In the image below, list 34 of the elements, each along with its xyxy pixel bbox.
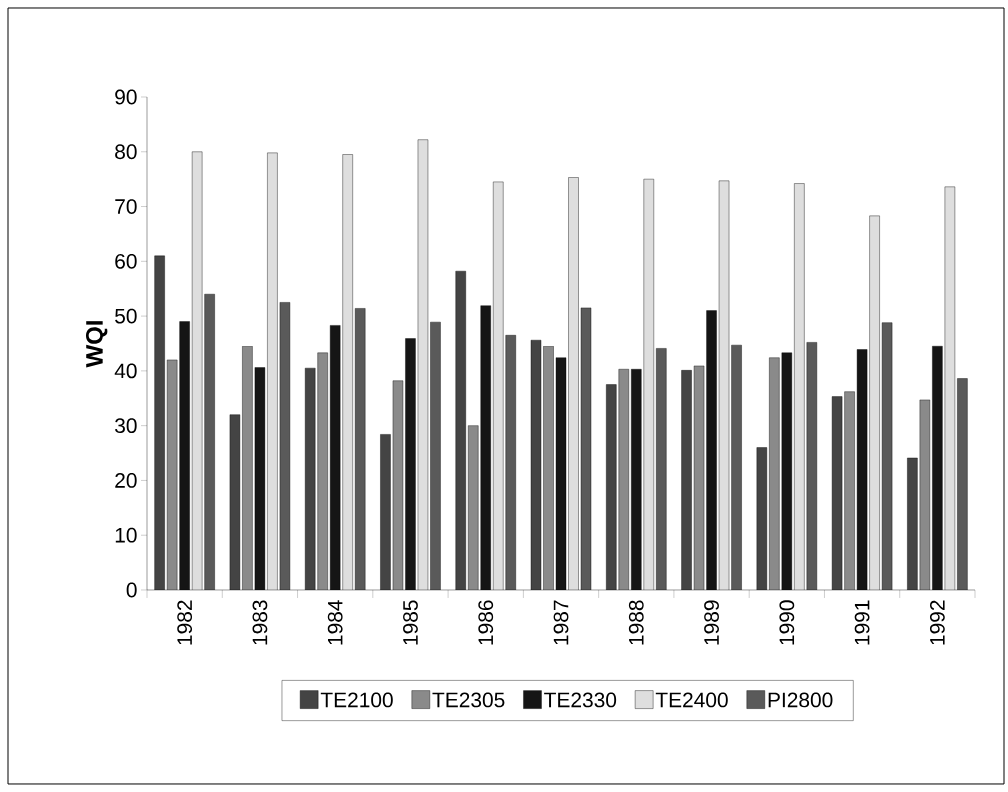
x-tick-label: 1989 <box>704 600 719 645</box>
x-tick-label: 1988 <box>628 600 644 645</box>
bar <box>493 181 504 590</box>
y-tick-label: 90 <box>115 89 137 105</box>
legend-label: TE2330 <box>544 692 617 708</box>
y-tick-label: 70 <box>115 199 137 214</box>
legend-label: TE2100 <box>320 692 393 708</box>
bar <box>317 352 328 590</box>
y-tick-label: 0 <box>126 582 137 598</box>
y-tick-label: 10 <box>115 527 137 543</box>
y-tick-label: 60 <box>115 253 137 269</box>
y-tick-label: 40 <box>114 363 137 379</box>
y-tick-label: 50 <box>115 308 137 324</box>
x-tick-label: 1987 <box>553 600 569 645</box>
y-tick-label: 30 <box>115 418 137 434</box>
x-tick-label: 1990 <box>779 600 795 645</box>
x-tick-label: 1983 <box>252 600 268 645</box>
x-tick-label: 1986 <box>478 600 494 645</box>
bar <box>267 152 278 590</box>
legend-label: TE2305 <box>432 692 505 708</box>
y-tick-label: 80 <box>115 144 137 160</box>
x-tick-label: 1992 <box>929 600 945 645</box>
legend-label: PI2800 <box>768 692 833 708</box>
y-axis-title: WQI <box>85 321 108 368</box>
x-tick-label: 1984 <box>327 600 343 645</box>
x-tick-label: 1982 <box>177 600 193 645</box>
x-tick-label: 1991 <box>854 600 870 645</box>
x-tick-label: 1985 <box>403 600 418 645</box>
bar <box>568 177 579 590</box>
bar <box>342 154 353 590</box>
y-tick-label: 20 <box>115 473 137 488</box>
bar <box>794 183 805 590</box>
bar <box>643 179 654 590</box>
legend-label: TE2400 <box>655 692 728 708</box>
